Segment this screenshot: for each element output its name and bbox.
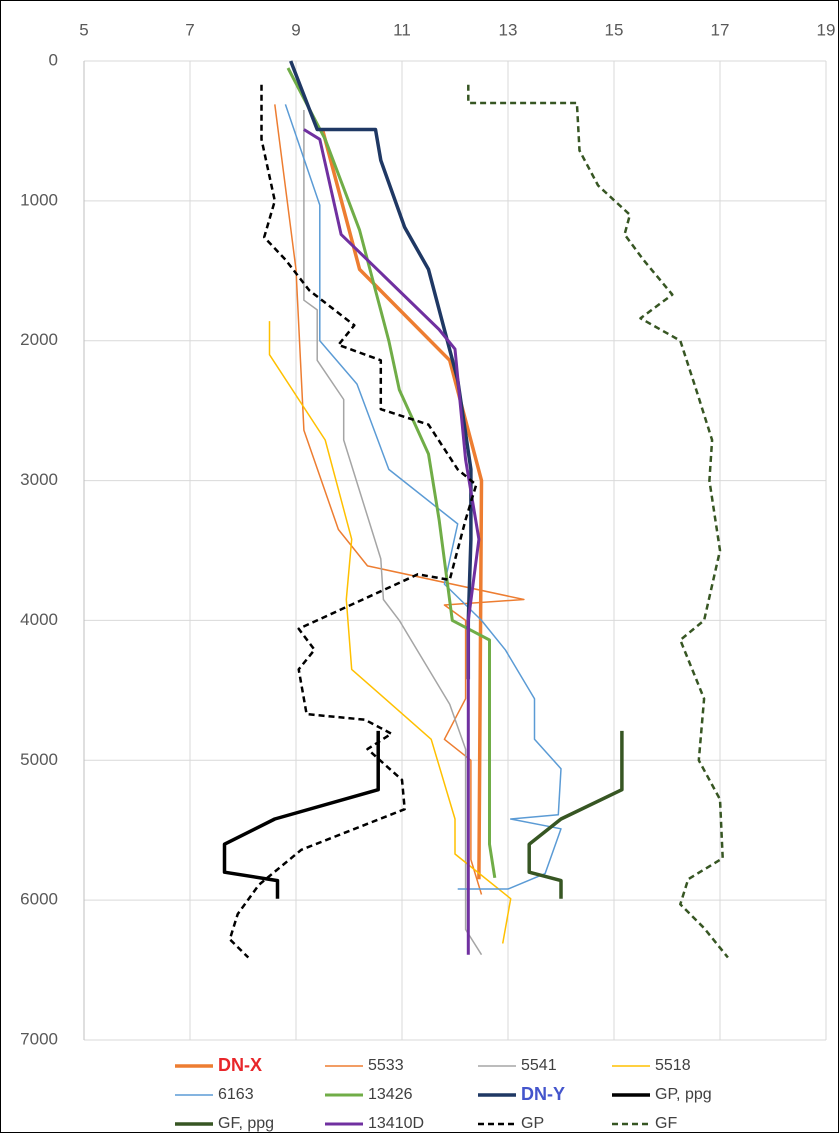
x-tick-label: 5 — [79, 20, 88, 39]
x-tick-label: 17 — [711, 20, 730, 39]
y-tick-label: 0 — [49, 50, 58, 69]
x-tick-label: 11 — [393, 20, 411, 39]
series-line — [527, 730, 624, 899]
series-line — [268, 321, 512, 944]
series-line — [274, 104, 525, 895]
y-tick-label: 4000 — [20, 610, 58, 629]
y-tick-label: 6000 — [20, 890, 58, 909]
x-tick-label: 7 — [185, 20, 194, 39]
x-tick-label: 13 — [499, 20, 518, 39]
x-tick-label: 15 — [605, 20, 624, 39]
y-tick-label: 2000 — [20, 330, 58, 349]
series-line — [222, 730, 380, 899]
x-tick-label: 9 — [291, 20, 300, 39]
legend-label: DN-Y — [521, 1084, 565, 1104]
series-line — [284, 104, 562, 890]
legend-label: 5518 — [655, 1057, 691, 1074]
legend-label: GF — [655, 1115, 677, 1132]
legend-label: DN-X — [218, 1055, 262, 1075]
legend-label: 13410D — [368, 1115, 424, 1132]
legend-label: 5541 — [521, 1057, 557, 1074]
series-line — [303, 110, 483, 956]
y-tick-label: 5000 — [20, 750, 58, 769]
legend-background — [85, 1052, 825, 1131]
series-line — [320, 129, 484, 880]
series-line — [289, 60, 473, 680]
legend-label: 6163 — [218, 1086, 254, 1103]
legend-label: GP — [521, 1115, 544, 1132]
series-line — [228, 84, 478, 959]
plot-lines — [222, 60, 729, 959]
legend-label: 13426 — [368, 1086, 413, 1103]
series-line — [286, 67, 497, 879]
series-line — [303, 128, 481, 955]
legend: DN-X 5533 5541 5518 6163 13426 DN-Y GP, ppg GF, … — [85, 1052, 825, 1132]
y-tick-label: 1000 — [20, 190, 58, 209]
y-tick-label: 3000 — [20, 470, 58, 489]
legend-label: GF, ppg — [218, 1115, 274, 1132]
series-line — [467, 84, 729, 959]
x-tick-label: 19 — [817, 20, 836, 39]
y-tick-label: 7000 — [20, 1029, 58, 1048]
legend-label: GP, ppg — [655, 1086, 712, 1103]
legend-label: 5533 — [368, 1057, 404, 1074]
